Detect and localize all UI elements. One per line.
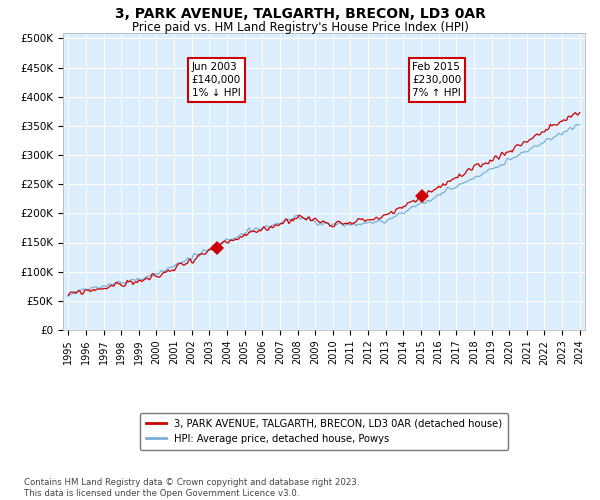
Text: Feb 2015
£230,000
7% ↑ HPI: Feb 2015 £230,000 7% ↑ HPI xyxy=(412,62,461,98)
Text: 3, PARK AVENUE, TALGARTH, BRECON, LD3 0AR: 3, PARK AVENUE, TALGARTH, BRECON, LD3 0A… xyxy=(115,8,485,22)
Text: Jun 2003
£140,000
1% ↓ HPI: Jun 2003 £140,000 1% ↓ HPI xyxy=(192,62,241,98)
Legend: 3, PARK AVENUE, TALGARTH, BRECON, LD3 0AR (detached house), HPI: Average price, : 3, PARK AVENUE, TALGARTH, BRECON, LD3 0A… xyxy=(140,413,508,450)
Text: Contains HM Land Registry data © Crown copyright and database right 2023.
This d: Contains HM Land Registry data © Crown c… xyxy=(24,478,359,498)
Text: Price paid vs. HM Land Registry's House Price Index (HPI): Price paid vs. HM Land Registry's House … xyxy=(131,21,469,34)
